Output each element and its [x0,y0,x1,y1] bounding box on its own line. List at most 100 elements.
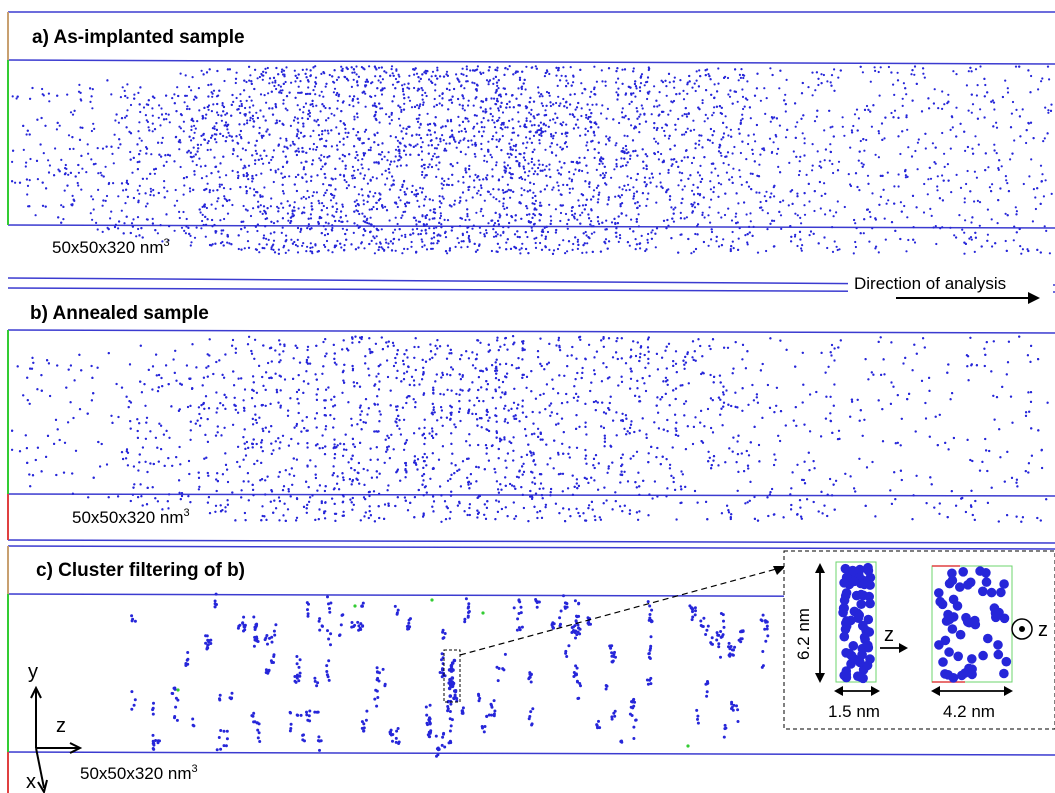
atom-dot [185,217,188,221]
atom-dot [244,106,247,110]
atom-dot [654,232,657,235]
atom-dot [48,164,52,167]
atom-dot [256,191,259,194]
atom-dot [720,106,723,109]
atom-dot [566,250,569,253]
atom-dot [199,211,202,214]
atom-dot [228,199,231,202]
atom-dot [120,209,123,212]
atom-dot [525,247,528,251]
atom-dot [657,150,660,154]
atom-dot [719,151,722,155]
atom-dot [173,204,176,207]
atom-dot [445,183,449,186]
atom-dot [392,95,396,98]
atom-dot [648,177,651,180]
atom-dot [718,143,721,146]
atom-dot [189,190,192,193]
atom-dot [570,178,574,181]
atom-dot [859,65,862,68]
atom-dot [572,74,575,77]
atom-dot [525,117,528,120]
atom-dot [261,78,264,81]
atom-dot [739,121,742,125]
atom-dot [769,222,772,225]
atom-dot [444,250,448,253]
atom-dot [535,208,538,211]
atom-dot [746,98,749,101]
atom-dot [433,105,436,108]
atom-dot [853,218,856,222]
atom-dot [497,223,500,226]
atom-dot [722,162,725,165]
atom-dot [485,231,488,235]
atom-dot [420,87,423,90]
atom-dot [634,95,637,98]
atom-dot [598,162,601,166]
atom-dot [354,156,357,159]
atom-dot [117,121,120,124]
atom-dot [309,213,312,216]
atom-dot [1006,182,1009,185]
atom-dot [893,202,896,205]
atom-dot [661,126,664,129]
atom-dot [340,69,343,72]
atom-dot [623,184,626,187]
atom-dot [439,137,442,140]
atom-dot [478,178,481,181]
atom-dot [314,82,318,85]
atom-dot [573,215,576,218]
atom-dot [138,234,141,237]
atom-dot [625,164,628,167]
atom-dot [302,195,305,199]
atom-dot [556,143,559,146]
atom-dot [184,232,187,235]
atom-dot [311,102,314,106]
atom-dot [699,75,702,78]
atom-dot [786,128,789,131]
atom-dot [529,189,532,192]
atom-dot [618,186,621,189]
atom-dot [556,116,559,119]
atom-dot [747,142,750,146]
atom-dot [428,218,431,221]
atom-dot [937,107,940,110]
atom-dot [11,160,14,163]
atom-dot [597,220,600,223]
atom-dot [708,139,712,142]
atom-dot [262,162,265,165]
atom-dot [353,210,356,213]
atom-dot [867,108,870,111]
atom-dot [329,199,333,202]
atom-dot [166,190,169,193]
atom-dot [222,110,225,113]
atom-dot [244,208,247,211]
atom-dot [521,70,524,73]
atom-dot [506,126,509,129]
atom-dot [563,142,567,145]
atom-dot [756,72,759,75]
atom-dot [96,228,99,231]
atom-dot [362,199,365,202]
atom-dot [585,234,588,237]
atom-dot [123,89,126,92]
atom-dot [729,248,732,251]
atom-dot [829,150,833,154]
atom-dot [204,235,207,238]
atom-dot [941,107,944,110]
atom-dot [626,241,630,244]
atom-dot [68,147,71,151]
atom-dot [523,189,526,192]
atom-dot [401,185,404,188]
atom-dot [257,200,260,203]
atom-dot [608,240,611,243]
atom-dot [837,160,841,163]
atom-dot [666,218,669,222]
atom-dot [295,189,298,193]
atom-dot [256,116,259,120]
atom-dot [634,149,637,152]
atom-dot [726,151,730,154]
atom-dot [337,93,341,96]
atom-dot [867,182,870,185]
atom-dot [458,141,461,144]
